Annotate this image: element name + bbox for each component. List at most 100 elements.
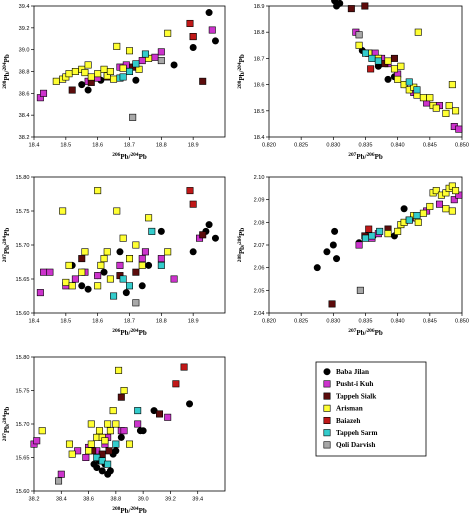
data-point	[126, 440, 134, 448]
legend-marker	[323, 368, 331, 376]
data-point	[426, 94, 434, 102]
data-point	[141, 248, 149, 256]
x-axis-label: 207Pb/206Pb	[348, 152, 383, 161]
data-point	[157, 261, 165, 269]
data-point	[394, 227, 402, 235]
data-point	[448, 207, 456, 215]
data-point	[87, 420, 95, 428]
data-point	[419, 209, 427, 217]
x-tick-label: 0.835	[359, 319, 373, 325]
data-point	[94, 70, 102, 78]
x-tick-label: 18.8	[156, 143, 167, 149]
x-tick-label: 18.7	[124, 143, 135, 149]
y-tick-label: 39.0	[19, 48, 30, 54]
scatter-plot-3: 18.4 18.5 18.6 18.7 18.8 18.9 15.60 15.65 15.70 1…	[2, 175, 226, 337]
data-point	[336, 0, 344, 7]
legend-entry: Baba Jilan	[323, 368, 369, 376]
y-tick-label: 18.5	[254, 109, 265, 115]
series-arisman	[38, 366, 134, 458]
data-point	[117, 433, 125, 441]
legend-label: Tappeh Sialk	[336, 392, 376, 400]
data-point	[65, 440, 73, 448]
data-point	[78, 255, 86, 263]
y-tick-label: 15.70	[16, 422, 30, 428]
legend-label: Pusht-i Kuh	[336, 380, 373, 388]
data-point	[40, 268, 48, 276]
data-point	[390, 54, 398, 62]
legend-entry: Arisman	[323, 405, 363, 413]
x-tick-label: 0.825	[294, 319, 308, 325]
series-qoli-darvish	[132, 299, 140, 307]
scatter-plot-4: 0.820 0.825 0.830 0.835 0.840 0.845 0.850 2.04 2…	[237, 175, 469, 337]
y-tick-label: 39.4	[19, 4, 30, 10]
x-axis-label: 206Pb/204Pb	[112, 152, 147, 161]
data-point	[112, 440, 120, 448]
data-point	[87, 440, 95, 448]
legend-label: Baiazeh	[336, 417, 360, 425]
data-point	[78, 268, 86, 276]
legend-label: Qoli Darvish	[336, 441, 375, 449]
data-point	[132, 299, 140, 307]
data-point	[126, 282, 134, 290]
data-point	[205, 221, 213, 229]
x-tick-label: 0.835	[359, 143, 373, 149]
y-tick-label: 15.60	[16, 489, 30, 495]
data-point	[164, 29, 172, 37]
data-point	[384, 230, 392, 238]
data-point	[145, 214, 153, 222]
data-point	[84, 285, 92, 293]
data-point	[46, 268, 54, 276]
data-point	[104, 460, 112, 468]
legend-marker	[323, 380, 331, 388]
data-point	[186, 400, 194, 408]
data-point	[115, 366, 123, 374]
legend-marker	[323, 392, 331, 400]
data-point	[82, 453, 90, 461]
data-point	[374, 57, 382, 65]
y-tick-label: 39.2	[19, 26, 30, 32]
data-point	[132, 241, 140, 249]
data-point	[419, 94, 427, 102]
x-tick-label: 18.4	[29, 143, 40, 149]
x-tick-label: 18.4	[29, 319, 40, 325]
data-point	[113, 42, 121, 50]
legend-entry: Tappeh Sarm	[323, 429, 377, 437]
y-tick-label: 38.2	[19, 135, 30, 141]
data-point	[313, 264, 321, 272]
y-tick-label: 2.06	[254, 266, 265, 272]
data-point	[199, 231, 207, 239]
data-point	[151, 53, 159, 61]
data-point	[186, 187, 194, 195]
plot-frame	[33, 356, 226, 492]
data-point	[397, 62, 405, 70]
data-point	[65, 261, 73, 269]
data-point	[112, 447, 120, 455]
data-point	[145, 261, 153, 269]
data-point	[106, 427, 114, 435]
data-point	[361, 2, 369, 10]
scatter-plot-1: 18.4 18.5 18.6 18.7 18.8 18.9 38.2 38.4 38.6 38.8…	[2, 4, 226, 161]
data-point	[172, 380, 180, 388]
data-point	[170, 275, 178, 283]
legend-label: Arisman	[336, 405, 363, 413]
x-tick-label: 18.5	[60, 319, 71, 325]
data-point	[426, 202, 434, 210]
data-point	[333, 255, 341, 263]
data-point	[84, 86, 92, 94]
data-point	[132, 60, 140, 68]
data-point	[87, 73, 95, 81]
data-point	[400, 205, 408, 213]
x-axis-label: 206Pb/204Pb	[112, 328, 147, 337]
data-point	[134, 407, 142, 415]
y-tick-label: 2.08	[254, 220, 265, 226]
data-point	[414, 218, 422, 226]
data-point	[100, 268, 108, 276]
series-baiazeh	[365, 225, 373, 233]
x-tick-label: 18.9	[188, 143, 199, 149]
data-point	[110, 292, 118, 300]
data-point	[120, 427, 128, 435]
data-point	[106, 467, 114, 475]
legend-entry: Qoli Darvish	[323, 441, 375, 449]
data-point	[104, 420, 112, 428]
